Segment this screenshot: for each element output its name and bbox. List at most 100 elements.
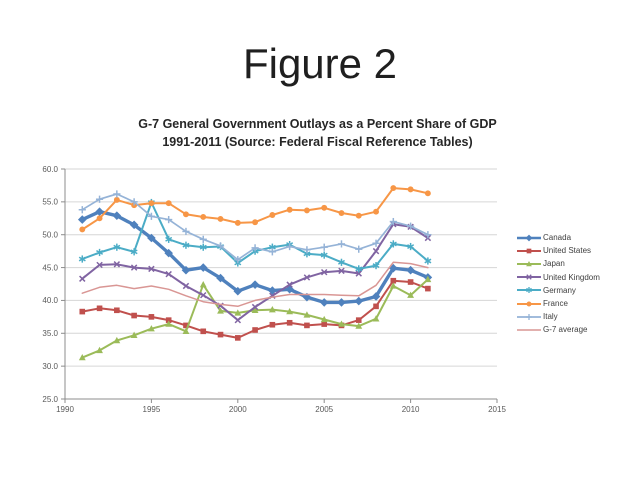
circle-marker — [338, 210, 345, 216]
star-marker — [78, 256, 86, 262]
circle-marker — [355, 212, 362, 219]
series-markers-italy — [78, 190, 432, 264]
legend-swatch-canada — [517, 234, 541, 241]
triangle-marker — [130, 331, 138, 338]
x-marker — [338, 267, 345, 275]
x-tick-label: 1995 — [143, 405, 161, 414]
y-tick-label: 60.0 — [42, 165, 58, 174]
circle-marker — [148, 200, 155, 207]
diamond-marker — [216, 273, 225, 283]
square-marker — [425, 285, 431, 292]
star-marker — [113, 244, 121, 250]
legend-item-united-states: United States — [517, 244, 600, 257]
x-marker — [372, 247, 380, 255]
star-marker — [407, 244, 415, 249]
triangle-marker — [251, 306, 259, 313]
triangle-marker — [338, 320, 345, 327]
triangle-marker — [355, 322, 363, 329]
circle-marker — [217, 215, 224, 222]
series-markers-france — [79, 185, 431, 233]
y-tick-label: 25.0 — [42, 395, 58, 404]
circle-marker — [200, 214, 207, 220]
square-marker — [114, 307, 120, 314]
chart-title: G-7 General Government Outlays as a Perc… — [35, 115, 600, 151]
diamond-marker — [371, 292, 381, 301]
x-marker — [130, 264, 138, 271]
legend-swatch-italy — [517, 313, 541, 320]
triangle-marker — [182, 327, 190, 335]
chart-title-line1: G-7 General Government Outlays as a Perc… — [138, 117, 497, 131]
circle-marker — [321, 204, 328, 211]
x-marker — [526, 274, 532, 280]
x-marker — [182, 282, 190, 290]
legend-swatch-germany — [517, 287, 541, 294]
diamond-marker — [198, 263, 208, 272]
star-marker — [130, 249, 138, 255]
chart-legend: Canada United States Japan United Kingdom Ge… — [517, 231, 600, 337]
legend-item-france: France — [517, 297, 600, 310]
legend-label-germany: Germany — [543, 285, 576, 295]
triangle-marker — [424, 275, 432, 283]
triangle-marker — [165, 320, 173, 327]
x-marker — [148, 265, 155, 273]
y-tick-label: 35.0 — [42, 329, 58, 338]
series-line-g7-average — [81, 261, 429, 308]
square-marker — [131, 312, 137, 319]
y-tick-label: 50.0 — [42, 231, 58, 240]
square-marker — [407, 279, 414, 285]
x-marker — [251, 303, 259, 311]
legend-label-united-states: United States — [543, 246, 592, 256]
circle-marker — [526, 301, 532, 306]
x-marker — [113, 261, 121, 268]
x-marker — [79, 275, 86, 282]
triangle-marker — [286, 308, 294, 315]
legend-item-germany: Germany — [517, 284, 600, 297]
diamond-marker — [147, 233, 156, 243]
diamond-marker — [77, 215, 87, 224]
x-tick-label: 2010 — [402, 405, 420, 414]
slide-title: Figure 2 — [242, 40, 398, 87]
star-marker — [337, 259, 345, 265]
circle-marker — [252, 219, 259, 226]
legend-swatch-france — [517, 301, 541, 306]
y-tick-label: 55.0 — [42, 198, 58, 207]
legend-swatch-g7-average — [517, 329, 541, 331]
chart-title-line2: 1991-2011 (Source: Federal Fiscal Refere… — [162, 135, 473, 149]
diamond-marker — [319, 298, 329, 307]
diamond-marker — [406, 265, 415, 275]
square-marker — [79, 308, 86, 315]
square-marker — [96, 305, 103, 312]
triangle-marker — [147, 325, 155, 332]
circle-marker — [96, 215, 103, 222]
circle-marker — [79, 226, 86, 233]
circle-marker — [113, 196, 120, 203]
circle-marker — [234, 219, 241, 226]
diamond-marker — [525, 234, 533, 241]
x-marker — [96, 261, 103, 269]
triangle-marker — [113, 336, 121, 344]
star-marker — [372, 263, 380, 269]
circle-marker — [165, 200, 172, 207]
triangle-marker — [372, 315, 380, 322]
triangle-marker — [199, 281, 207, 288]
y-tick-label: 45.0 — [42, 263, 58, 272]
x-tick-label: 2005 — [315, 405, 333, 414]
star-marker — [424, 258, 432, 264]
square-marker — [286, 319, 293, 326]
legend-label-canada: Canada — [543, 233, 572, 242]
star-marker — [526, 288, 532, 293]
circle-marker — [424, 190, 431, 197]
star-marker — [199, 244, 207, 250]
triangle-marker — [78, 354, 86, 361]
triangle-marker — [320, 315, 328, 323]
legend-label-italy: Italy — [543, 312, 558, 322]
diamond-marker — [181, 265, 191, 275]
square-marker — [200, 328, 207, 335]
series-markers-united-kingdom — [79, 220, 432, 324]
legend-item-g7-average: G-7 average — [517, 323, 600, 336]
x-marker — [200, 291, 207, 299]
diamond-marker — [250, 280, 260, 289]
circle-marker — [390, 185, 397, 192]
legend-label-g7-average: G-7 average — [543, 325, 588, 335]
